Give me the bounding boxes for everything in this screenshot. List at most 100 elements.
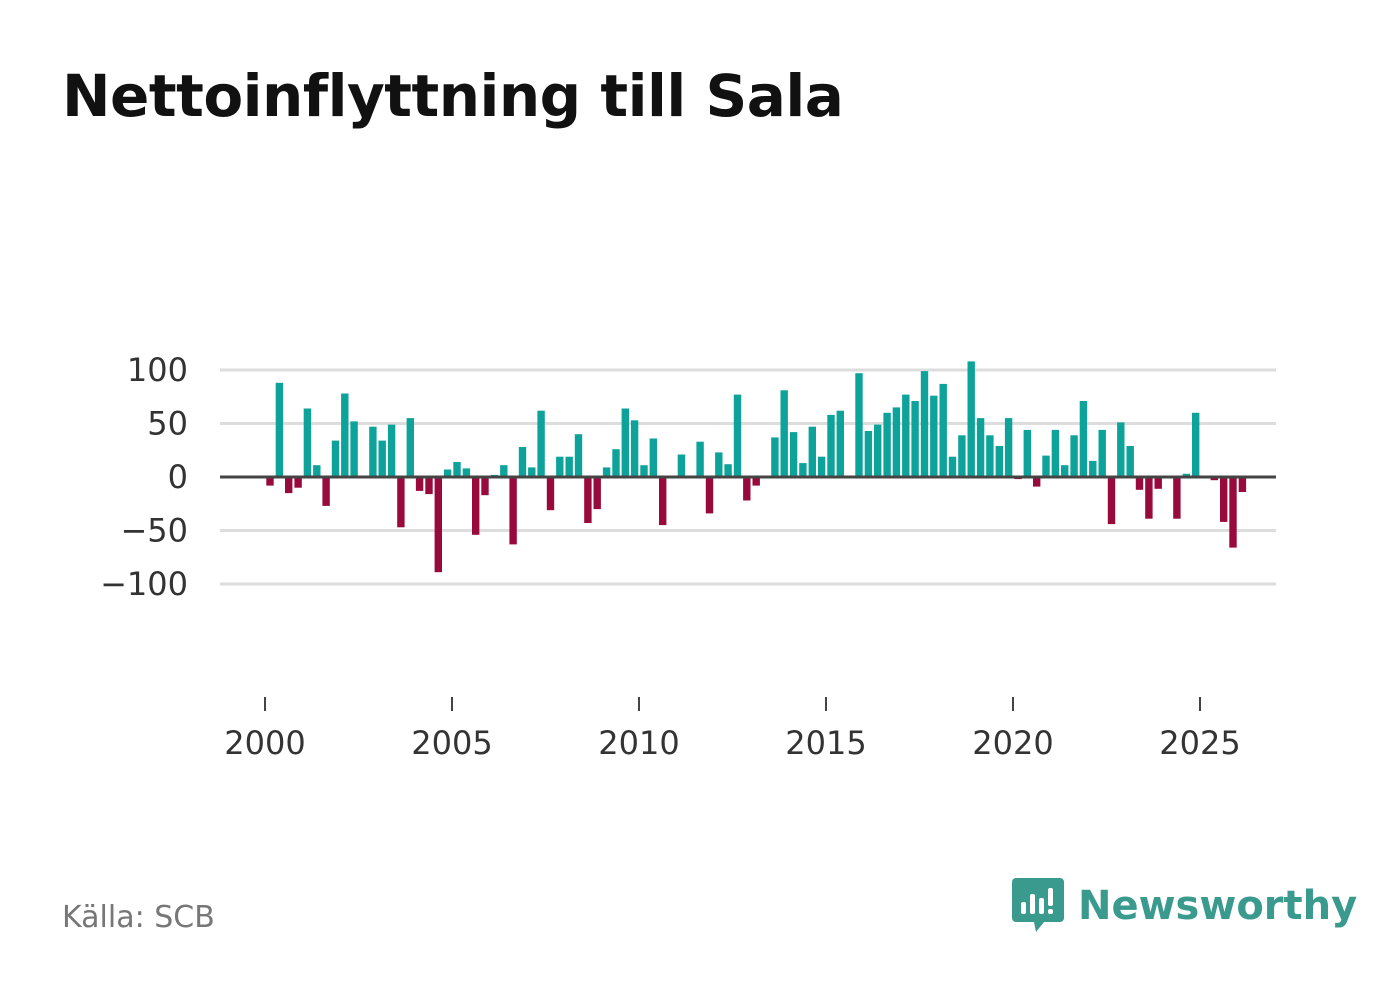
bar — [612, 449, 620, 477]
bar — [855, 373, 863, 477]
bar — [967, 361, 975, 477]
bar — [724, 464, 732, 477]
bar — [593, 477, 601, 510]
bar — [902, 394, 910, 477]
bar — [602, 467, 611, 477]
bar — [378, 440, 386, 477]
x-tick-label: 2000 — [224, 724, 305, 762]
bar — [528, 467, 536, 477]
bar — [705, 477, 714, 514]
bar — [677, 454, 686, 477]
y-tick-label: −100 — [100, 565, 188, 603]
bar — [556, 456, 564, 477]
bar — [1098, 429, 1106, 477]
bar — [1210, 477, 1218, 481]
bar — [883, 412, 891, 477]
x-tick-label: 2010 — [598, 724, 679, 762]
chart-title: Nettoinflyttning till Sala — [62, 62, 844, 130]
bar — [1004, 418, 1013, 477]
y-tick-label: 0 — [168, 458, 188, 496]
bar — [827, 414, 835, 477]
x-axis: 2000 2005 2010 2015 2020 2025 — [224, 697, 1241, 762]
bar — [920, 371, 929, 477]
bar — [406, 418, 414, 477]
bar — [743, 477, 751, 501]
bar — [752, 477, 760, 486]
bar — [630, 420, 639, 477]
bar — [911, 401, 919, 477]
bar — [500, 465, 508, 477]
bar — [939, 383, 947, 477]
bar — [640, 465, 648, 477]
bar — [1173, 477, 1181, 519]
bar — [303, 408, 312, 477]
bar — [275, 382, 284, 477]
bar — [481, 477, 489, 496]
bar — [1154, 477, 1162, 489]
bar — [294, 477, 302, 488]
bar — [574, 434, 583, 477]
y-tick-label: 100 — [127, 351, 188, 389]
bar — [1061, 465, 1069, 477]
source-note: Källa: SCB — [62, 900, 215, 935]
bar — [771, 437, 779, 477]
bar — [1238, 477, 1247, 492]
bar — [565, 456, 573, 477]
brand-name: Newsworthy — [1078, 883, 1358, 929]
bar — [462, 468, 471, 477]
bar — [1126, 446, 1134, 477]
x-tick-label: 2005 — [411, 724, 492, 762]
bar — [892, 407, 901, 477]
bar — [1023, 429, 1031, 477]
bar — [930, 395, 938, 477]
bar — [1229, 477, 1237, 548]
y-axis-labels: 100 50 0 −50 −100 — [100, 351, 188, 603]
bar — [1042, 455, 1050, 477]
y-tick-label: −50 — [120, 512, 188, 550]
bar — [1117, 422, 1125, 477]
bar — [995, 446, 1003, 477]
y-tick-label: 50 — [147, 405, 188, 443]
bar — [350, 421, 358, 477]
bar — [537, 410, 545, 477]
bar — [397, 477, 405, 528]
grid-lines — [220, 368, 1276, 586]
bar — [864, 431, 873, 477]
bar — [387, 424, 396, 477]
bar — [1107, 477, 1116, 525]
bar — [817, 456, 826, 477]
bar — [621, 408, 629, 477]
bar — [1089, 460, 1097, 477]
bar — [285, 477, 293, 494]
bar — [472, 477, 480, 535]
bar — [986, 435, 994, 477]
bar — [1145, 477, 1153, 519]
bar — [453, 462, 461, 477]
bar — [266, 477, 274, 486]
bar — [518, 447, 527, 477]
bar — [874, 424, 882, 477]
bar — [509, 477, 517, 545]
bar — [799, 463, 807, 477]
bars — [266, 361, 1247, 573]
bar-chart-speech-bubble-icon — [1012, 878, 1064, 932]
bar — [1079, 401, 1088, 477]
bar — [1033, 477, 1041, 487]
bar — [1220, 477, 1228, 522]
brand-logo: Newsworthy — [1010, 876, 1357, 936]
bar — [434, 477, 442, 573]
bar — [313, 465, 321, 477]
bar — [415, 477, 424, 491]
bar — [1192, 412, 1200, 477]
bar — [649, 438, 657, 477]
bar — [715, 452, 723, 477]
bar — [341, 393, 349, 477]
bar — [836, 410, 844, 477]
bar — [546, 477, 555, 511]
x-tick-label: 2020 — [972, 724, 1053, 762]
bar — [733, 394, 742, 477]
x-tick-label: 2015 — [785, 724, 866, 762]
bar — [659, 477, 667, 526]
bar — [1051, 429, 1060, 477]
